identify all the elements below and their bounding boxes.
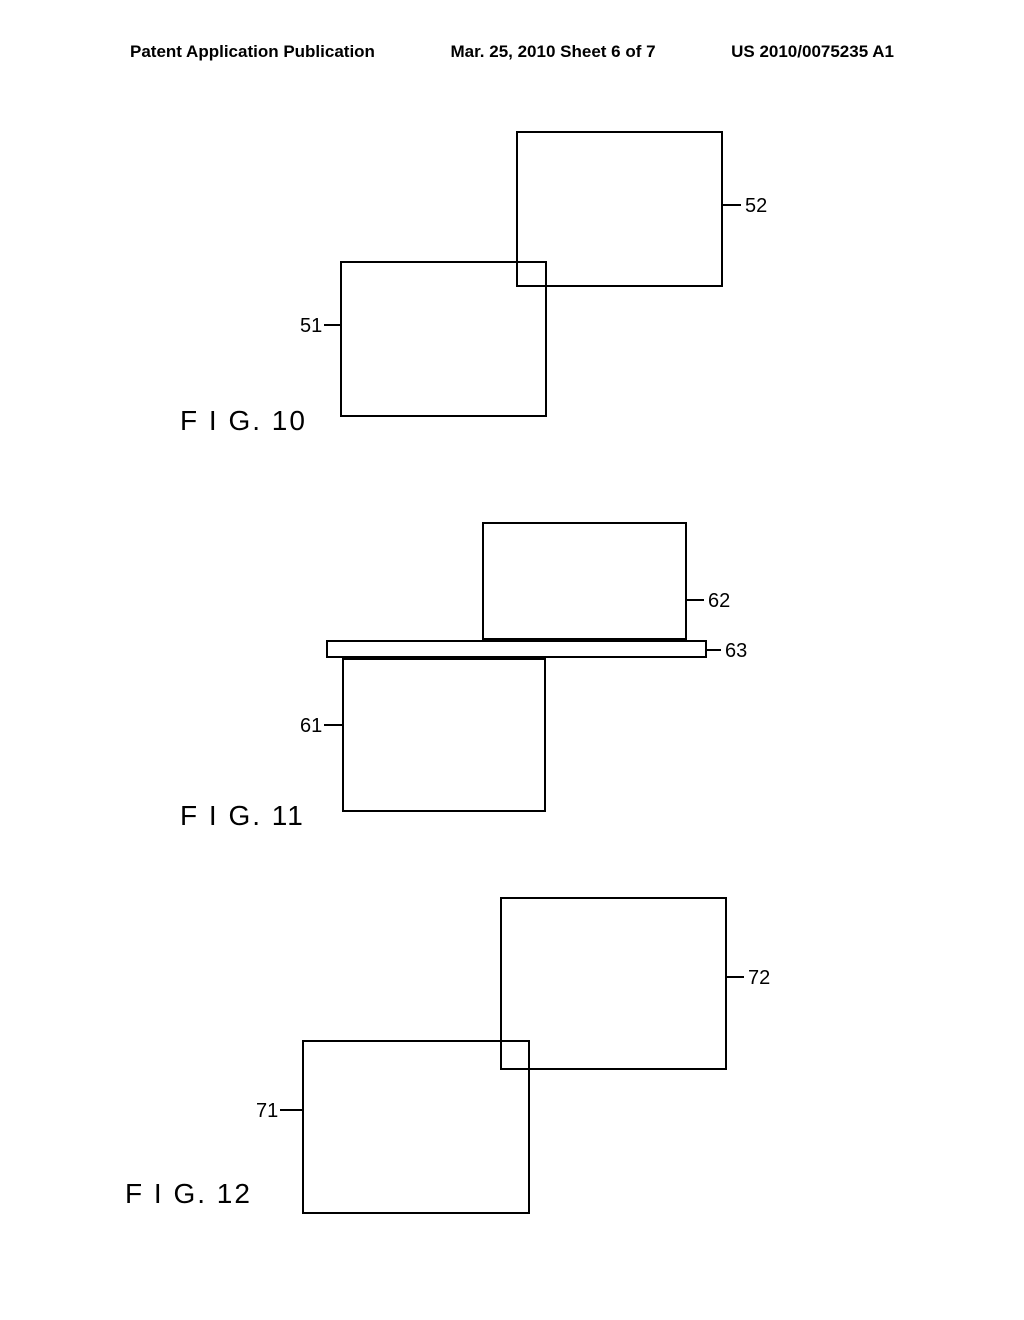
fig12: 71 72 F I G. 12 xyxy=(0,0,1024,1320)
fig12-label: F I G. 12 xyxy=(125,1178,252,1210)
ref-label-71: 71 xyxy=(256,1100,278,1123)
ref-label-72: 72 xyxy=(748,967,770,990)
rect-72 xyxy=(500,897,727,1070)
rect-71 xyxy=(302,1040,530,1214)
